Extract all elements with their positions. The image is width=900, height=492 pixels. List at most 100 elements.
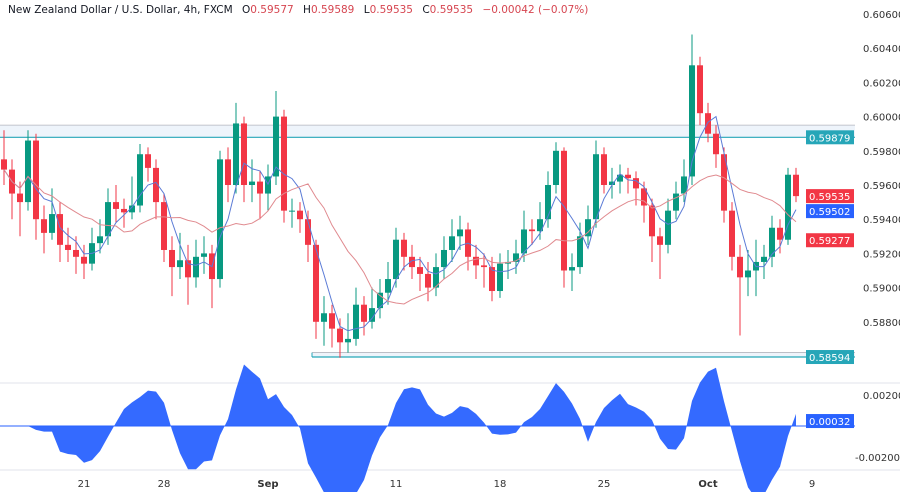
candle-up — [321, 313, 327, 322]
symbol-title: New Zealand Dollar / U.S. Dollar, 4h, FX… — [8, 4, 233, 16]
price-tag-bg — [806, 189, 854, 204]
candle-up — [385, 279, 391, 293]
time-axis-tick: 21 — [78, 479, 91, 490]
candle-down — [153, 167, 159, 203]
candle-down — [65, 244, 71, 250]
candle-up — [769, 227, 775, 257]
candle-down — [633, 178, 639, 189]
candle-down — [777, 227, 783, 240]
candle-up — [545, 185, 551, 220]
candle-down — [145, 154, 151, 168]
candle-up — [97, 236, 103, 244]
candle-down — [17, 193, 23, 203]
candle-up — [593, 154, 599, 220]
candle-down — [257, 181, 263, 194]
candle-down — [113, 202, 119, 209]
candle-down — [529, 229, 535, 232]
level-price-tag: 0.59879 — [809, 133, 850, 144]
candle-down — [1, 159, 7, 170]
candle-up — [393, 239, 399, 280]
candle-down — [473, 256, 479, 266]
candle-up — [201, 253, 207, 257]
level-zone — [0, 125, 855, 138]
fast-moving-average-line — [3, 115, 797, 332]
candle-down — [641, 188, 647, 206]
candle-down — [657, 236, 663, 245]
oscillator-area — [0, 364, 796, 492]
high-value: 0.59589 — [310, 4, 355, 16]
candle-down — [41, 219, 47, 233]
candle-up — [449, 236, 455, 250]
candle-up — [249, 181, 255, 185]
time-axis-tick: 25 — [598, 479, 611, 490]
candle-up — [369, 308, 375, 322]
level-price-tag-bg — [806, 130, 854, 145]
time-axis-tick: Oct — [698, 479, 717, 490]
price-tag: 0.59535 — [809, 192, 850, 203]
candle-down — [425, 273, 431, 288]
candle-down — [401, 239, 407, 257]
candle-down — [793, 174, 799, 197]
candle-down — [73, 249, 79, 257]
candle-down — [705, 113, 711, 134]
high-label: H — [303, 4, 311, 16]
candle-down — [297, 210, 303, 220]
open-value: 0.59577 — [250, 4, 294, 16]
candle-up — [457, 229, 463, 237]
change-value: −0.00042 (−0.07%) — [482, 4, 589, 16]
candle-up — [785, 174, 791, 240]
candle-up — [569, 267, 575, 271]
close-label: C — [422, 4, 430, 16]
candle-up — [537, 219, 543, 232]
candle-up — [193, 256, 199, 278]
candle-up — [25, 140, 31, 203]
candle-up — [441, 249, 447, 268]
candle-up — [577, 236, 583, 268]
time-axis-tick: Sep — [257, 479, 278, 490]
candle-up — [585, 219, 591, 237]
level-zone — [312, 352, 855, 358]
candle-down — [561, 150, 567, 271]
candle-up — [105, 202, 111, 237]
candle-down — [721, 154, 727, 211]
candle-up — [689, 65, 695, 177]
candle-down — [169, 249, 175, 268]
close-value: 0.59535 — [429, 4, 474, 16]
candle-down — [361, 304, 367, 322]
candle-up — [609, 181, 615, 185]
open-label: O — [242, 4, 251, 16]
candle-down — [281, 116, 287, 211]
candle-down — [697, 65, 703, 114]
candle-down — [713, 133, 719, 155]
candle-up — [761, 256, 767, 262]
oscillator-axis-tick: -0.00200 — [855, 453, 900, 464]
candle-down — [121, 208, 127, 213]
low-label: L — [363, 4, 370, 16]
chart-legend: New Zealand Dollar / U.S. Dollar, 4h, FX… — [8, 4, 588, 16]
candle-up — [353, 304, 359, 339]
candle-up — [289, 210, 295, 212]
candle-down — [737, 256, 743, 278]
candle-down — [81, 256, 87, 264]
candle-up — [273, 116, 279, 177]
candle-up — [665, 210, 671, 245]
time-axis-tick: 11 — [390, 479, 403, 490]
price-tag-bg — [806, 204, 854, 219]
time-axis-tick: 18 — [494, 479, 507, 490]
candle-down — [481, 265, 487, 268]
candle-down — [225, 159, 231, 185]
candle-up — [521, 229, 527, 254]
candle-down — [417, 267, 423, 274]
candle-down — [241, 123, 247, 185]
oscillator-axis-tick: 0.00200 — [863, 391, 900, 402]
candle-up — [673, 193, 679, 211]
price-tag: 0.59502 — [809, 207, 850, 218]
